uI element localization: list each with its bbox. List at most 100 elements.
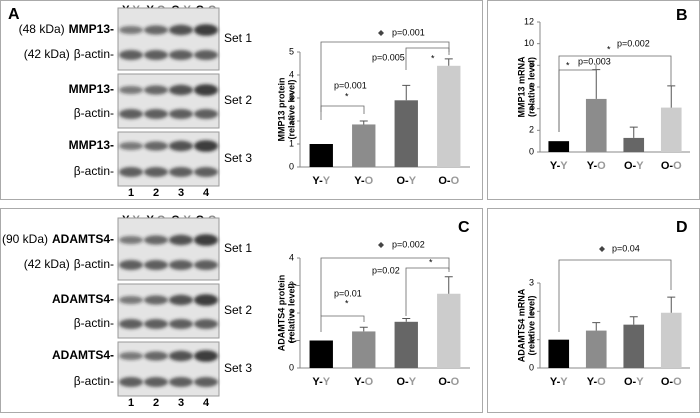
x-tick-label: Y-Y <box>312 175 330 187</box>
blot-band <box>119 236 143 244</box>
annotation: * <box>429 257 433 267</box>
blot-band <box>169 167 193 177</box>
set-label: Set 2 <box>224 93 252 107</box>
bar <box>352 331 376 368</box>
row-label: ADAMTS4- <box>52 348 114 362</box>
bar <box>623 324 645 368</box>
annotation: p=0.005 <box>372 52 405 62</box>
bar <box>394 321 418 368</box>
set-label: Set 3 <box>224 361 252 375</box>
blot-image <box>117 217 220 281</box>
lane-number: 4 <box>203 187 210 199</box>
annotation: p=0.002 <box>392 239 425 249</box>
blot-image <box>117 341 220 397</box>
bar <box>309 144 333 167</box>
blot-band <box>144 85 168 95</box>
bar <box>623 137 645 152</box>
y-tick-label: 8 <box>529 60 534 70</box>
blot-band <box>119 296 143 304</box>
blot-image <box>117 131 220 187</box>
row-label: β-actin- <box>74 374 114 388</box>
annotation: p=0.04 <box>612 243 640 253</box>
annotation: * <box>566 60 570 70</box>
blot-band <box>194 84 218 96</box>
blot-band <box>119 377 143 387</box>
x-tick-label: O-O <box>661 160 682 172</box>
blot-band <box>169 84 193 96</box>
lane-number: 3 <box>178 397 184 409</box>
lane-number: 1 <box>128 397 134 409</box>
significance-bracket <box>320 257 450 316</box>
diamond-marker <box>599 246 605 252</box>
x-tick-label: O-Y <box>624 376 644 388</box>
row-label: MMP13- <box>69 138 114 152</box>
bar <box>437 65 461 167</box>
row-label: β-actin- <box>74 257 114 271</box>
significance-bracket <box>558 259 672 332</box>
y-tick-label: 0 <box>289 161 294 171</box>
blot-band <box>169 24 193 36</box>
diamond-marker <box>378 30 384 36</box>
blot-band <box>194 234 218 246</box>
blot-band <box>169 234 193 246</box>
blot-band <box>144 319 168 329</box>
set-label: Set 1 <box>224 241 252 255</box>
blot-band <box>194 294 218 306</box>
error-bar <box>667 85 676 108</box>
blot-band <box>169 294 193 306</box>
significance-bracket <box>558 55 672 132</box>
y-axis-label: (relative level) <box>286 283 296 343</box>
x-tick-label: O-Y <box>396 175 416 187</box>
annotation: p=0.001 <box>334 80 367 90</box>
y-tick-label: 4 <box>529 103 534 113</box>
x-tick-label: Y-O <box>587 160 606 172</box>
row-size: (48 kDa) <box>19 22 65 36</box>
row-label: β-actin- <box>74 164 114 178</box>
diamond-marker <box>378 242 384 248</box>
blot-band <box>119 260 143 270</box>
blot-band <box>194 319 218 329</box>
row-size: (42 kDa) <box>24 257 70 271</box>
blot-image <box>117 7 220 71</box>
row-size: (42 kDa) <box>24 47 70 61</box>
y-tick-label: 4 <box>289 252 294 262</box>
y-axis-label: MMP13 protein <box>276 77 286 141</box>
row-label: ADAMTS4- <box>52 292 114 306</box>
y-tick-label: 6 <box>529 81 534 91</box>
blot-band <box>194 167 218 177</box>
x-tick-label: Y-Y <box>550 376 568 388</box>
blot-band <box>144 109 168 119</box>
error-bar <box>359 326 368 332</box>
panel-letter: A <box>8 6 20 23</box>
bar <box>660 312 682 368</box>
y-tick-label: 3 <box>289 92 294 102</box>
blot-band <box>119 167 143 177</box>
row-label: β-actin- <box>74 316 114 330</box>
y-tick-label: 3 <box>529 277 534 287</box>
x-tick-label: O-Y <box>624 160 644 172</box>
error-bar <box>444 58 453 66</box>
x-tick-label: Y-Y <box>312 376 330 388</box>
bar <box>394 100 418 167</box>
y-tick-label: 5 <box>289 46 294 56</box>
blot-band <box>119 50 143 60</box>
error-bar <box>629 316 638 325</box>
bar <box>548 141 570 152</box>
x-tick-label: O-O <box>438 175 459 187</box>
annotation: p=0.003 <box>578 56 611 66</box>
blot-band <box>169 377 193 387</box>
lane-number: 2 <box>153 397 159 409</box>
x-tick-label: Y-Y <box>550 160 568 172</box>
y-tick-label: 1 <box>289 335 294 345</box>
y-tick-label: 1 <box>529 334 534 344</box>
significance-bracket <box>320 315 365 332</box>
bar <box>352 124 376 167</box>
x-tick-label: O-O <box>661 376 682 388</box>
lane-number: 2 <box>153 187 159 199</box>
blot-band <box>144 377 168 387</box>
error-bar <box>444 276 453 294</box>
x-tick-label: O-Y <box>396 376 416 388</box>
y-axis-label: (relative level) <box>526 57 536 117</box>
annotation: p=0.001 <box>392 27 425 37</box>
